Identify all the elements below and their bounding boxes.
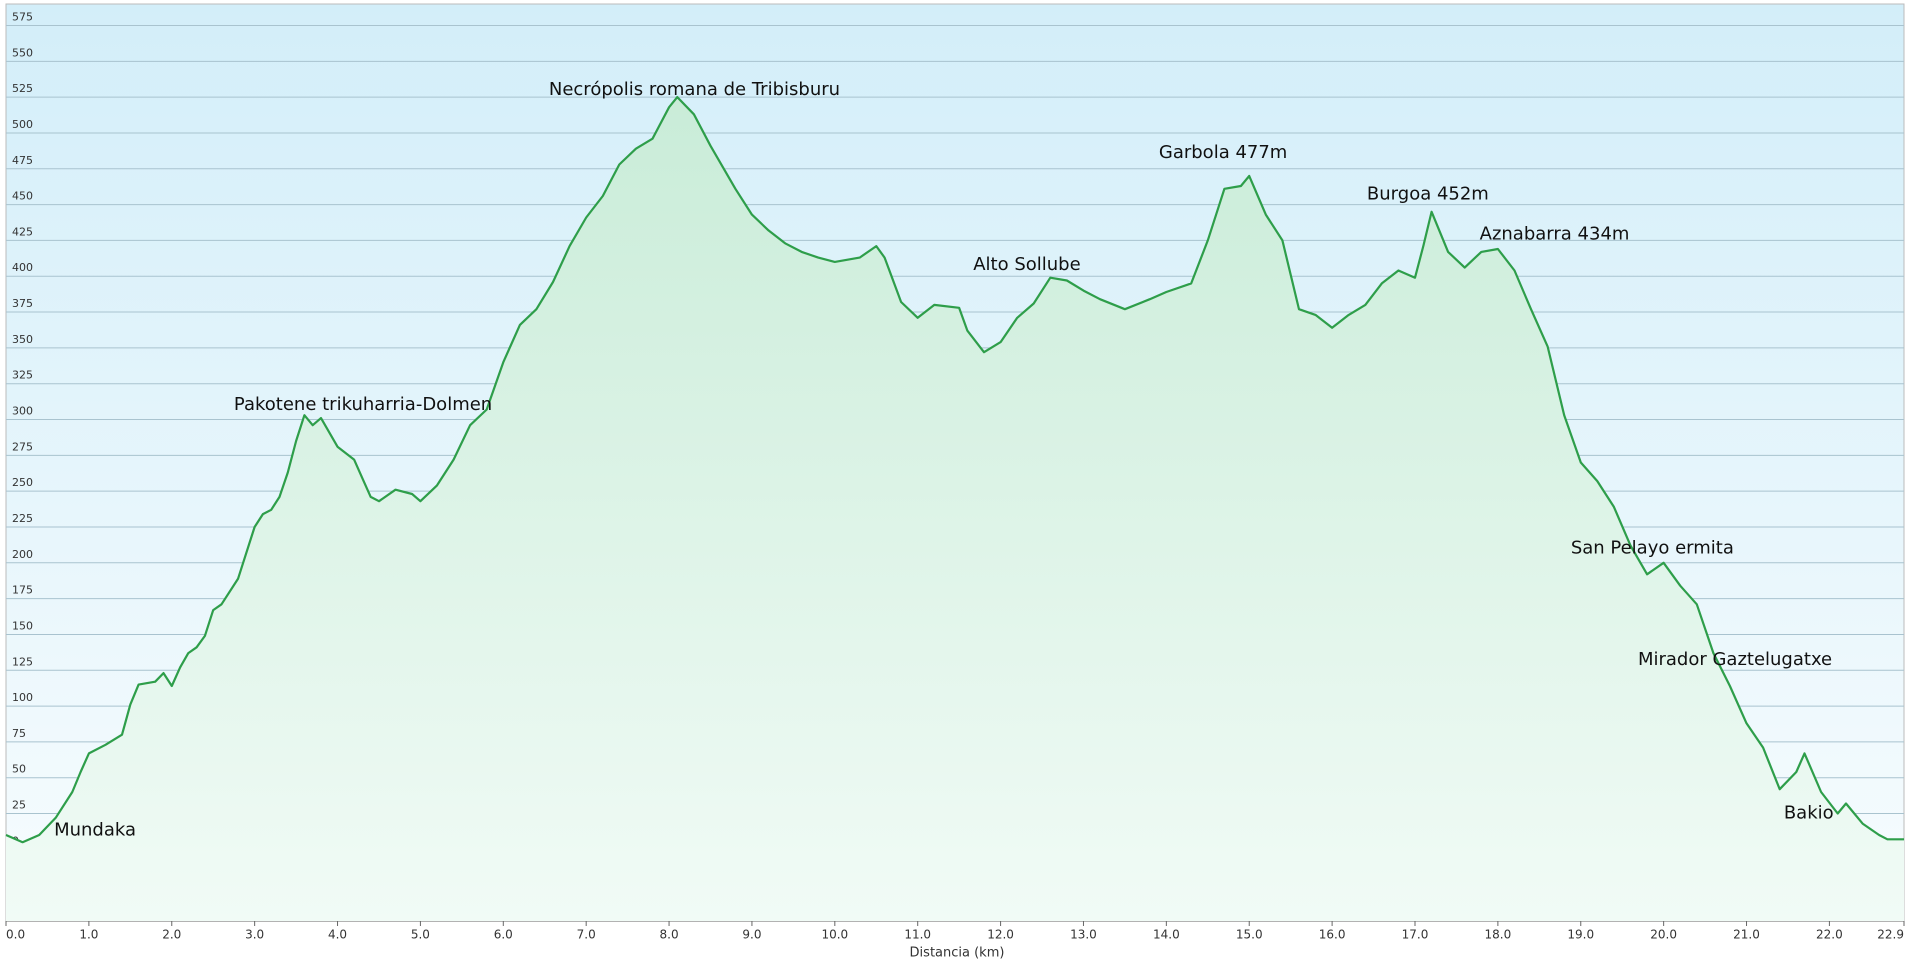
x-tick-label: 15.0 — [1236, 928, 1263, 942]
y-tick-label: 375 — [12, 297, 33, 310]
x-tick-label: 8.0 — [660, 928, 679, 942]
x-tick-label: 12.0 — [987, 928, 1014, 942]
y-tick-label: 50 — [12, 763, 26, 776]
y-tick-label: 225 — [12, 512, 33, 525]
x-axis-title: Distancia (km) — [910, 946, 1005, 961]
y-tick-label: 125 — [12, 655, 33, 668]
y-tick-label: 200 — [12, 548, 33, 561]
x-tick-label: 7.0 — [577, 928, 596, 942]
x-tick-label: 10.0 — [821, 928, 848, 942]
y-tick-label: 525 — [12, 82, 33, 95]
annotation: Mirador Gaztelugatxe — [1638, 649, 1832, 670]
x-tick-label: 6.0 — [494, 928, 513, 942]
y-tick-label: 325 — [12, 369, 33, 382]
annotation: Bakio — [1784, 803, 1834, 824]
line — [5, 96, 1904, 844]
x-tick-label: 22.0 — [1816, 928, 1843, 942]
y-tick-label: 275 — [12, 440, 33, 453]
annotation: Burgoa 452m — [1367, 184, 1489, 205]
y-tick-label: 300 — [12, 405, 33, 418]
y-tick-label: 100 — [12, 691, 33, 704]
y-tick-label: 25 — [12, 799, 26, 812]
annotation: Alto Sollube — [973, 254, 1080, 275]
x-tick-label: 22.9 — [1877, 928, 1904, 942]
annotation: Necrópolis romana de Tribisburu — [549, 79, 840, 100]
y-tick-label: 400 — [12, 261, 33, 274]
x-tick-label: 4.0 — [328, 928, 347, 942]
x-tick-label: 14.0 — [1153, 928, 1180, 942]
x-tick-label: 20.0 — [1650, 928, 1677, 942]
y-tick-label: 450 — [12, 190, 33, 203]
area — [6, 97, 1904, 922]
x-tick-label: 3.0 — [245, 928, 264, 942]
y-tick-label: 475 — [12, 154, 33, 167]
x-tick-label: 17.0 — [1402, 928, 1429, 942]
y-tick-label: 350 — [12, 333, 33, 346]
annotation: San Pelayo ermita — [1571, 537, 1734, 558]
y-tick-label: 500 — [12, 118, 33, 131]
x-tick-label: 1.0 — [79, 928, 98, 942]
y-tick-label: 175 — [12, 584, 33, 597]
y-tick-label: 150 — [12, 619, 33, 632]
annotation: Pakotene trikuharria-Dolmen — [234, 394, 492, 415]
annotation: Mundaka — [54, 820, 136, 841]
x-tick-label: 13.0 — [1070, 928, 1097, 942]
y-tick-label: 575 — [12, 10, 33, 23]
annotation: Aznabarra 434m — [1480, 224, 1630, 245]
x-tick-label: 16.0 — [1319, 928, 1346, 942]
x-tick-label: 2.0 — [162, 928, 181, 942]
annotation: Garbola 477m — [1159, 142, 1287, 163]
x-tick-label: 0.0 — [6, 928, 25, 942]
x-tick-label: 21.0 — [1733, 928, 1760, 942]
y-tick-label: 75 — [12, 727, 26, 740]
x-tick-label: 19.0 — [1567, 928, 1594, 942]
y-tick-label: 550 — [12, 46, 33, 59]
x-tick-label: 18.0 — [1485, 928, 1512, 942]
x-tick-label: 9.0 — [742, 928, 761, 942]
x-tick-label: 11.0 — [904, 928, 931, 942]
y-tick-label: 250 — [12, 476, 33, 489]
x-tick-label: 5.0 — [411, 928, 430, 942]
y-tick-label: 425 — [12, 225, 33, 238]
